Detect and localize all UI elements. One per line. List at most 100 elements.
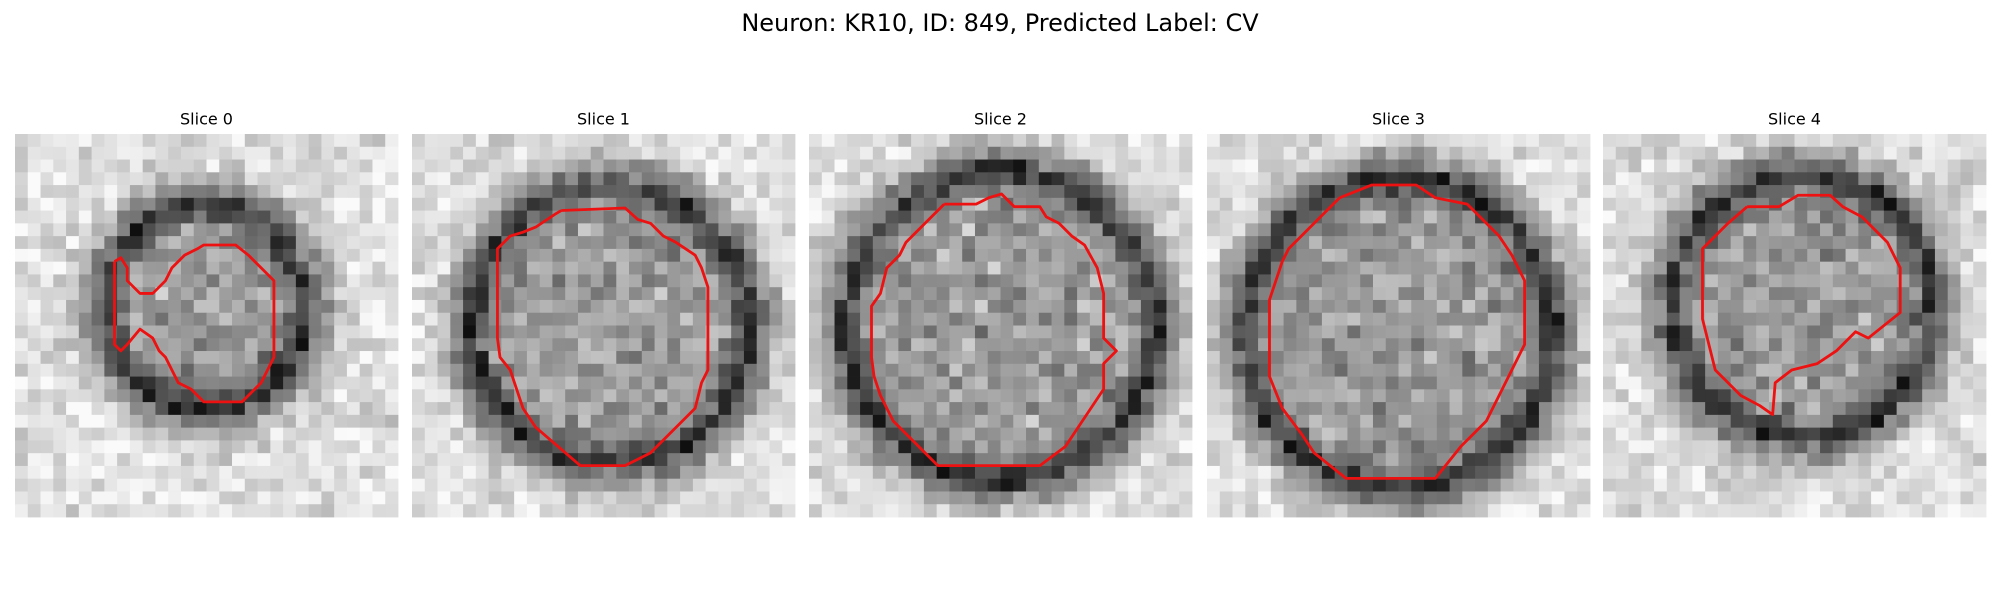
pixel [1909,453,1923,467]
pixel [1947,376,1961,390]
pixel [1526,478,1540,492]
pixel [1064,185,1078,199]
pixel [1603,389,1617,403]
pixel [898,376,912,390]
pixel [847,491,861,505]
pixel [232,402,246,416]
pixel [1538,172,1553,186]
pixel [53,197,67,211]
pixel [40,465,54,480]
pixel [743,504,758,518]
pixel [526,504,541,518]
pixel [1526,453,1540,467]
pixel [1551,146,1565,160]
pixel [129,248,144,263]
pixel [1960,465,1974,480]
pixel [385,210,399,224]
pixel [1398,504,1412,518]
pixel [27,453,41,467]
pixel [295,504,310,518]
pixel [1102,197,1116,211]
pixel [1628,402,1642,416]
pixel [1781,159,1795,173]
pixel [437,134,451,148]
pixel [283,338,297,352]
pixel [1334,287,1348,301]
pixel [1296,146,1310,160]
pixel [923,351,938,365]
pixel [475,440,489,454]
pixel [1013,427,1027,441]
pixel [155,351,169,365]
pixel [1551,402,1565,416]
pixel [834,504,848,518]
pixel [1500,146,1514,160]
pixel [104,185,118,199]
pixel [1526,172,1540,186]
pixel [1615,414,1629,429]
pixel [1934,274,1949,288]
pixel [346,389,361,403]
pixel [1219,402,1233,416]
pixel [667,504,681,518]
pixel [885,210,899,224]
pixel [769,338,783,352]
pixel [450,197,464,211]
pixel [1832,376,1846,390]
pixel [705,261,719,275]
pixel [552,478,566,492]
pixel [641,478,655,492]
pixel [1475,504,1489,518]
pixel [1909,351,1923,365]
pixel [168,389,182,403]
pixel [155,325,169,339]
pixel [539,389,553,403]
pixel [1372,453,1387,467]
pixel [860,376,874,390]
pixel [412,248,426,263]
pixel [283,389,297,403]
pixel [860,338,874,352]
pixel [463,146,477,160]
pixel [1232,427,1246,441]
pixel [1424,427,1438,441]
pixel [552,287,566,301]
pixel [321,312,335,326]
pixel [385,478,399,492]
pixel [1372,465,1387,480]
pixel [1883,465,1898,480]
pixel [769,363,783,377]
pixel [1232,261,1246,275]
pixel [743,248,758,263]
pixel [1207,274,1221,288]
pixel [526,478,541,492]
pixel [295,325,310,339]
pixel [1654,504,1668,518]
pixel [1000,172,1014,186]
pixel [949,287,963,301]
pixel [1360,312,1374,326]
pixel [1283,312,1297,326]
pixel [1270,236,1284,250]
pixel [552,376,566,390]
pixel [308,223,322,237]
pixel [1666,261,1680,275]
pixel [1500,185,1514,199]
pixel [1628,287,1642,301]
pixel [769,491,783,505]
pixel [603,491,617,505]
pixel [962,414,976,429]
pixel [514,210,528,224]
pixel [603,236,617,250]
pixel [244,261,258,275]
pixel [1283,504,1297,518]
pixel [1013,389,1027,403]
pixel [412,261,426,275]
pixel [437,146,451,160]
pixel [1360,134,1374,148]
pixel [603,159,617,173]
pixel [1603,376,1617,390]
pixel [1654,312,1668,326]
pixel [1153,351,1167,365]
